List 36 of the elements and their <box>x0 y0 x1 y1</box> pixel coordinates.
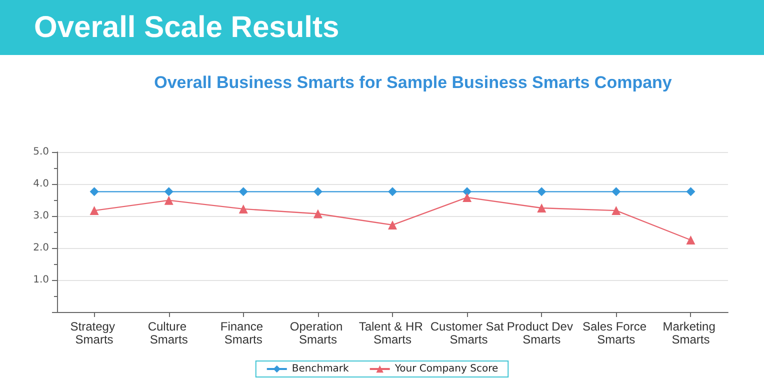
x-tick-label: Strategy Smarts <box>70 320 118 346</box>
legend-label: Benchmark <box>292 364 350 374</box>
point <box>238 204 248 214</box>
y-tick-label: 4.0 <box>33 178 49 190</box>
point <box>90 187 99 196</box>
point <box>537 187 546 196</box>
legend-label: Your Company Score <box>394 364 498 374</box>
point <box>612 187 621 196</box>
point <box>90 206 99 216</box>
y-tick-label: 2.0 <box>33 242 49 254</box>
point <box>462 192 472 202</box>
x-tick-label: Marketing Smarts <box>662 320 719 346</box>
point <box>164 196 174 205</box>
point <box>313 187 322 196</box>
y-tick-label: 3.0 <box>33 210 49 222</box>
x-tick-label: Culture Smarts <box>148 320 190 346</box>
x-tick-label: Customer Sat Smarts <box>430 320 504 346</box>
point <box>462 187 472 196</box>
x-tick-label: Product Dev Smarts <box>506 320 576 346</box>
point <box>313 209 322 218</box>
chart-subtitle: Overall Business Smarts for Sample Business Smarts Company <box>154 73 672 92</box>
point <box>612 206 621 216</box>
x-tick-label: Sales Force Smarts <box>582 320 650 346</box>
x-tick-label: Talent & HR Smarts <box>358 320 426 346</box>
point <box>686 187 696 196</box>
point <box>686 236 696 244</box>
point <box>388 187 397 196</box>
chart-title: Overall Scale Results <box>0 0 764 55</box>
y-tick-label: 1.0 <box>33 274 49 286</box>
y-tick-label: 5.0 <box>33 146 49 158</box>
point <box>388 220 397 230</box>
point <box>537 204 546 212</box>
point <box>238 187 248 196</box>
x-tick-label: Finance Smarts <box>220 320 266 346</box>
point <box>164 187 174 196</box>
x-tick-label: Operation Smarts <box>290 320 346 346</box>
